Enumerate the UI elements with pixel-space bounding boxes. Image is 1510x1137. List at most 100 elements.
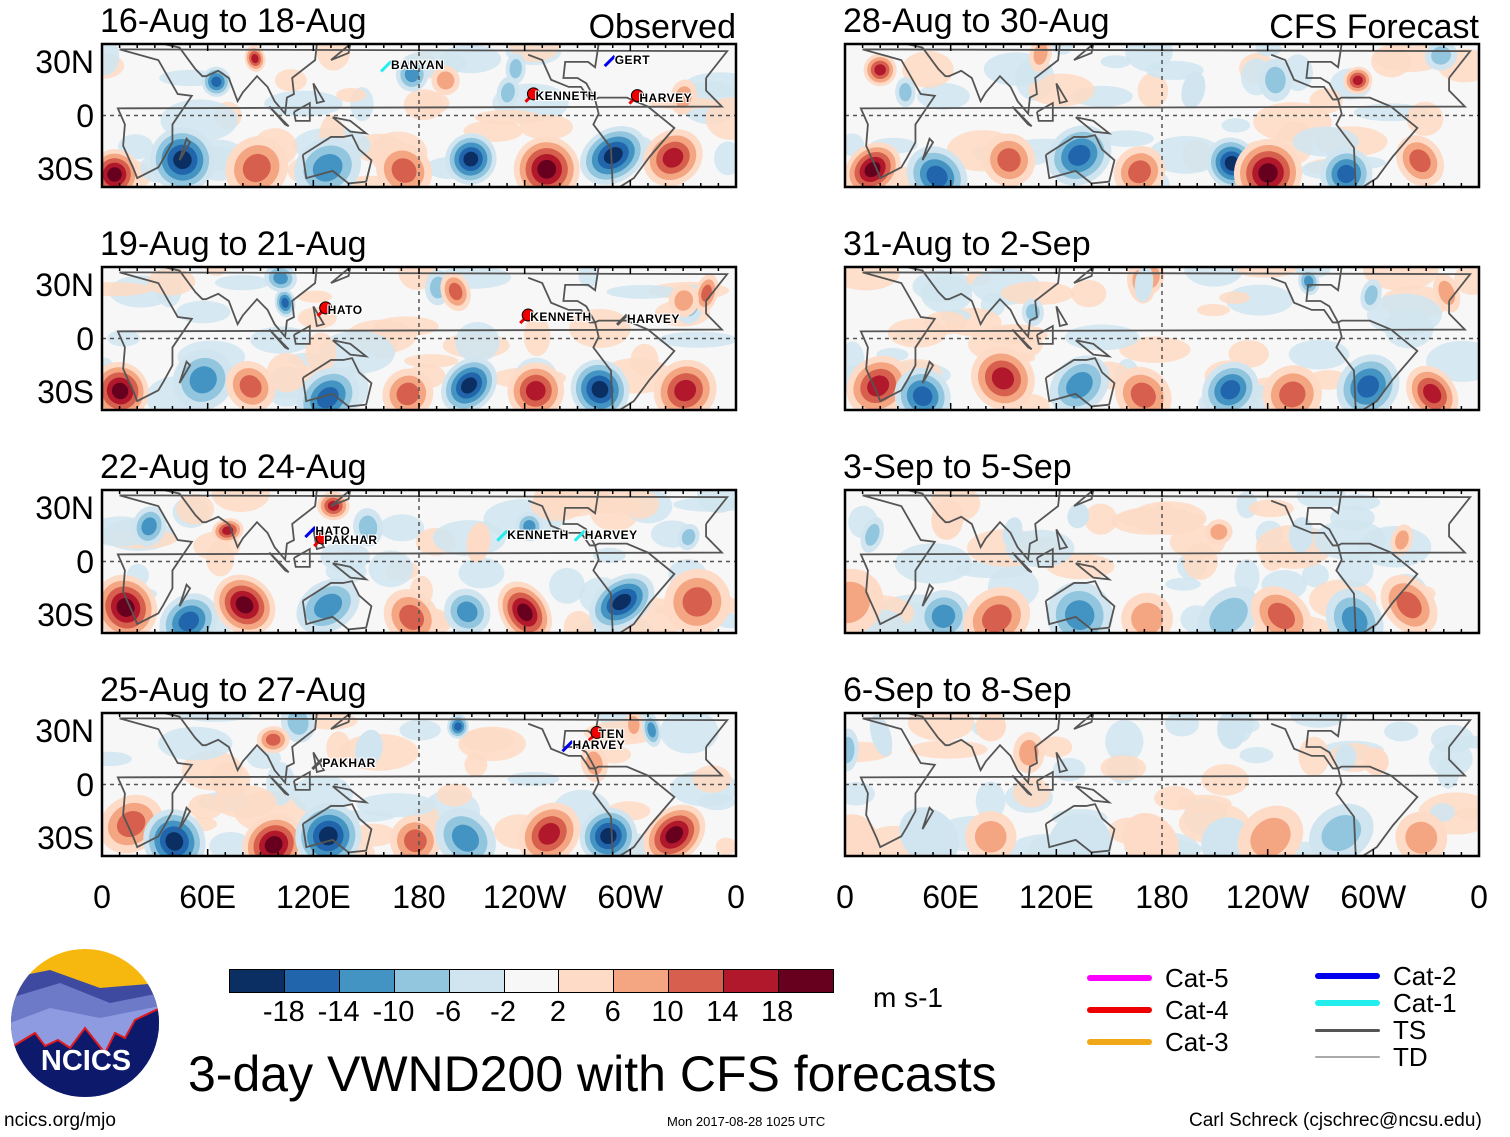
legend-label: Cat-5: [1165, 963, 1229, 993]
coastline: [859, 717, 1473, 849]
ncics-logo: NCICS: [11, 949, 159, 1097]
x-tick-label: 60E: [179, 879, 237, 915]
legend-line-cat-4: [1087, 1007, 1152, 1013]
contour-patch: [102, 751, 132, 767]
coastline: [116, 271, 730, 403]
coastline: [332, 562, 370, 581]
contour-blob: [682, 587, 713, 617]
contour-patch: [1196, 304, 1230, 317]
contour-blob: [463, 151, 479, 167]
panel-title: 16-Aug to 18-Aug: [100, 2, 367, 40]
coastline: [332, 785, 370, 804]
colorbar-tick-label: -10: [372, 996, 415, 1028]
coastline: [1055, 751, 1069, 774]
contour-blob: [899, 807, 959, 856]
panel-title: 31-Aug to 2-Sep: [843, 225, 1091, 263]
coastline: [906, 490, 1061, 562]
contour-patch: [975, 781, 1006, 821]
coastline: [163, 490, 318, 562]
coastline: [1055, 82, 1069, 105]
coastline: [1270, 713, 1343, 770]
hurricane-icon: [590, 725, 604, 739]
coastline: [332, 339, 370, 358]
contour-blob: [867, 375, 890, 397]
contour-blob: [1364, 285, 1378, 306]
map-panel: [843, 265, 1481, 412]
coastline: [592, 765, 676, 856]
website-link[interactable]: ncics.org/mjo: [4, 1110, 116, 1131]
coastline: [921, 360, 935, 384]
contour-patch: [1296, 490, 1346, 509]
contour-blob: [404, 66, 420, 83]
contour-patch: [902, 51, 954, 88]
contour-patch: [326, 731, 351, 765]
storm-label: KENNETH: [507, 527, 569, 542]
contour-blob: [1210, 524, 1228, 540]
contour-patch: [593, 547, 626, 563]
contour-blob: [1220, 380, 1241, 400]
contour-patch: [404, 354, 459, 368]
coastline: [1270, 44, 1343, 101]
contour-patch: [578, 267, 599, 288]
colorbar-swatch: [559, 970, 615, 992]
colorbar-swatch: [724, 970, 780, 992]
x-tick-label: 0: [93, 879, 111, 915]
contour-blob: [107, 167, 122, 182]
contour-blob: [538, 822, 560, 845]
storm-label: PAKHAR: [324, 533, 378, 548]
storm-label: TEN: [598, 727, 625, 742]
storm-track: [573, 529, 586, 542]
contour-blob: [1357, 375, 1379, 398]
x-tick-label: 0: [1470, 879, 1488, 915]
contour-blob: [974, 820, 1007, 853]
contour-blob: [1122, 812, 1179, 856]
coastline: [1036, 770, 1054, 791]
y-tick-label: 0: [76, 766, 94, 803]
contour-patch: [455, 321, 500, 363]
map-panel: HATO PAKHAR KENNETH HARVEY: [100, 488, 738, 635]
contour-patch: [1335, 494, 1381, 511]
contour-blob: [1002, 517, 1023, 547]
map-field: [843, 711, 1481, 858]
coastline: [301, 580, 373, 631]
map-field: [100, 42, 738, 189]
contour-patch: [923, 311, 968, 335]
contour-patch: [1219, 291, 1251, 304]
contour-blob: [931, 499, 964, 540]
contour-blob: [436, 71, 455, 90]
timestamp: Mon 2017-08-28 1025 UTC: [667, 1114, 826, 1129]
contour-blob: [647, 722, 656, 738]
contour-patch: [907, 713, 975, 741]
contour-patch: [356, 793, 437, 818]
contour-blob: [912, 386, 933, 407]
contour-blob: [141, 517, 157, 536]
coastline: [859, 494, 1473, 626]
map-panel: BANYAN GERT KENNETH HARVEY: [100, 42, 738, 189]
coastline: [921, 583, 935, 607]
contour-blob: [1130, 382, 1156, 408]
contour-blob: [517, 603, 533, 622]
coastline: [116, 717, 730, 849]
coastline: [592, 96, 676, 187]
contour-blob: [662, 147, 684, 168]
contour-patch: [157, 726, 233, 761]
contour-blob: [404, 829, 427, 853]
legend-label: Cat-3: [1165, 1027, 1229, 1057]
contour-patch: [1221, 118, 1251, 133]
y-tick-label: 30S: [37, 820, 94, 857]
contour-blob: [1405, 821, 1438, 854]
coastline: [1335, 765, 1419, 856]
map-panel: HATO KENNETH HARVEY: [100, 265, 738, 412]
contour-blob: [111, 382, 129, 400]
coastline: [330, 267, 352, 284]
map-field: [100, 488, 738, 635]
contour-patch: [894, 543, 972, 584]
colorbar-swatch: [394, 970, 450, 992]
coastline: [1044, 357, 1116, 408]
coastline: [1270, 267, 1343, 324]
coastline: [527, 44, 600, 101]
storm-label: HARVEY: [639, 90, 693, 105]
colorbar-swatch: [504, 970, 560, 992]
legend-label: Cat-4: [1165, 995, 1229, 1025]
